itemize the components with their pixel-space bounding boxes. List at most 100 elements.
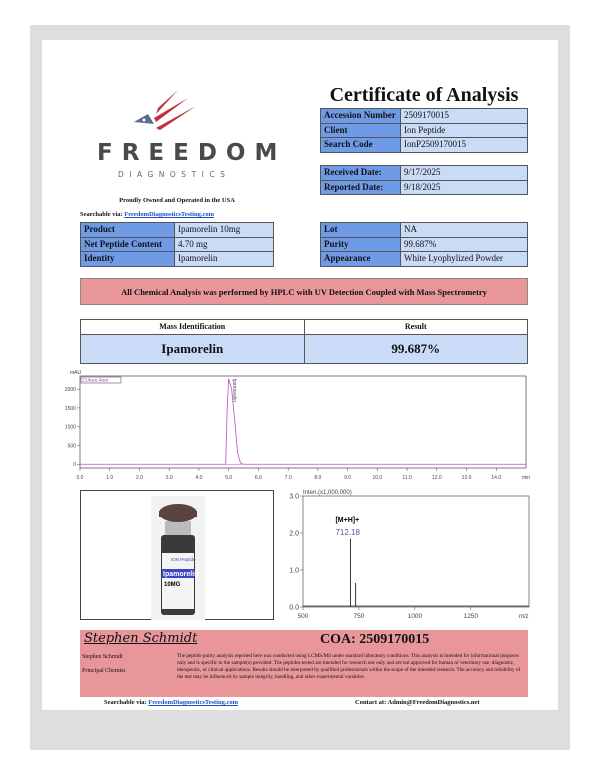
table-row: Accession Number 2509170015 <box>320 108 528 124</box>
value: NA <box>400 222 528 238</box>
y-tick-label: 500 <box>68 443 77 449</box>
page-title: Certificate of Analysis <box>329 84 519 106</box>
vial-dose: 10MG <box>164 582 181 588</box>
table-row: Appearance White Lyophylized Powder <box>320 251 528 267</box>
logo-wordmark: FREEDOM <box>97 140 287 166</box>
x-axis-label: min <box>522 475 530 481</box>
plot-area <box>302 495 530 608</box>
footer-website-link[interactable]: FreedomDiagnosticsTesting.com <box>148 699 239 706</box>
product-vial-image: ION Peptide Ipamorelin 10MG <box>80 490 274 620</box>
y-tick-label: 2.0 <box>289 531 299 538</box>
label: Appearance <box>320 251 401 267</box>
searchable-label: Searchable via: <box>104 699 147 706</box>
table-row: Search Code IonP2509170015 <box>320 137 528 153</box>
value: 9/17/2025 <box>400 165 528 181</box>
method-banner: All Chemical Analysis was performed by H… <box>80 278 528 305</box>
label: Identity <box>80 251 175 267</box>
x-tick-label: 750 <box>354 613 365 620</box>
x-tick-label: 1000 <box>408 613 423 620</box>
searchable-label: Searchable via: <box>80 211 123 218</box>
searchable-via: Searchable via: FreedomDiagnosticsTestin… <box>80 211 214 218</box>
x-axis-label: m/z <box>519 614 529 620</box>
x-tick-label: 10.0 <box>372 475 382 481</box>
table-row: Purity 99.687% <box>320 236 528 252</box>
x-tick-label: 5.0 <box>225 475 232 481</box>
table-row: Received Date: 9/17/2025 <box>320 165 528 181</box>
table-row: Reported Date: 9/18/2025 <box>320 179 528 195</box>
contact-label: Contact at: <box>355 699 387 706</box>
x-tick-label: 1.0 <box>106 475 113 481</box>
eagle-logo-icon <box>134 90 196 130</box>
header-result: Result <box>404 322 427 331</box>
accession-table: Accession Number 2509170015 Client Ion Pep… <box>320 108 528 153</box>
vial-brand: ION Peptide <box>171 557 196 562</box>
x-tick-label: 2.0 <box>136 475 143 481</box>
footer-searchable: Searchable via: FreedomDiagnosticsTestin… <box>104 699 238 706</box>
label: Net Peptide Content <box>80 236 175 252</box>
label: Purity <box>320 236 401 252</box>
table-row: Identity Ipamorelin <box>80 251 274 267</box>
value: 9/18/2025 <box>400 179 528 195</box>
x-tick-label: 7.0 <box>285 475 292 481</box>
y-tick-label: 1.0 <box>289 568 299 575</box>
compound-name: Ipamorelin <box>81 335 305 363</box>
chemist-name: Stephen Schmidt <box>82 654 123 660</box>
x-tick-label: 9.0 <box>344 475 351 481</box>
x-tick-label: 6.0 <box>255 475 262 481</box>
legend-label: 214nm,4nm <box>82 378 108 384</box>
x-tick-label: 14.0 <box>491 475 501 481</box>
x-tick-label: 1250 <box>464 613 479 620</box>
hplc-chromatogram: mAU min 0.0 1.0 2.0 3.0 4.0 5.0 6.0 7.0 8.0 9.0 10.0… <box>65 370 530 481</box>
y-tick-label: 0.0 <box>289 605 299 612</box>
value: 2509170015 <box>400 108 528 124</box>
y-tick-label: 0 <box>73 462 76 468</box>
x-tick-label: 13.0 <box>462 475 472 481</box>
contact-email[interactable]: Admin@FreedomDiagnostics.net <box>387 699 480 706</box>
legend-box <box>80 376 122 384</box>
y-axis-label: mAU <box>70 370 82 376</box>
table-row: Lot NA <box>320 222 528 238</box>
coa-number: COA: 2509170015 <box>320 632 430 647</box>
x-tick-label: 12.0 <box>432 475 442 481</box>
label: Product <box>80 222 175 238</box>
y-tick-label: 3.0 <box>289 494 299 501</box>
x-tick-label: 8.0 <box>314 475 321 481</box>
vial-photo-icon: ION Peptide Ipamorelin 10MG <box>151 496 205 620</box>
label: Client <box>320 122 401 138</box>
footer-contact: Contact at: Admin@FreedomDiagnostics.net <box>355 699 480 706</box>
x-tick-label: 500 <box>298 613 309 620</box>
value: Ion Peptide <box>400 122 528 138</box>
x-tick-label: 4.0 <box>195 475 202 481</box>
lot-table: Lot NA Purity 99.687% Appearance White Lyop… <box>320 222 528 267</box>
value: Ipamorelin 10mg <box>174 222 274 238</box>
disclaimer: The peptide purity analysis reported her… <box>177 653 521 680</box>
tagline: Proudly Owned and Operated in the USA <box>119 197 235 204</box>
vial-label: Ipamorelin <box>163 571 198 578</box>
mass-identification-table: Mass Identification Result Ipamorelin 99.6… <box>80 319 528 364</box>
y-tick-label: 2000 <box>65 387 76 393</box>
product-table: Product Ipamorelin 10mg Net Peptide Conte… <box>80 222 274 267</box>
label: Lot <box>320 222 401 238</box>
value: Ipamorelin <box>174 251 274 267</box>
website-link[interactable]: FreedomDiagnosticsTesting.com <box>124 211 215 218</box>
signature: Stephen Schmidt <box>84 631 198 646</box>
y-tick-label: 1000 <box>65 425 76 431</box>
peak-annotation: [M+H]+ <box>335 517 359 524</box>
value: White Lyophylized Powder <box>400 251 528 267</box>
x-tick-label: 3.0 <box>166 475 173 481</box>
peak-label: Ipamorelin <box>231 379 237 403</box>
header-mass-identification: Mass Identification <box>81 320 305 334</box>
label: Reported Date: <box>320 179 401 195</box>
table-row: Net Peptide Content 4.70 mg <box>80 236 274 252</box>
value: 4.70 mg <box>174 236 274 252</box>
label: Accession Number <box>320 108 401 124</box>
table-row: Product Ipamorelin 10mg <box>80 222 274 238</box>
plot-area <box>79 375 527 469</box>
value: IonP2509170015 <box>400 137 528 153</box>
chemist-role: Principal Chemist <box>82 668 126 674</box>
chromatogram-line <box>80 378 526 465</box>
peak-mz-label: 712.18 <box>335 528 360 537</box>
label: Search Code <box>320 137 401 153</box>
dates-table: Received Date: 9/17/2025 Reported Date: 9/… <box>320 165 528 195</box>
y-axis-label: Inten.(x1,000,000) <box>303 490 352 496</box>
